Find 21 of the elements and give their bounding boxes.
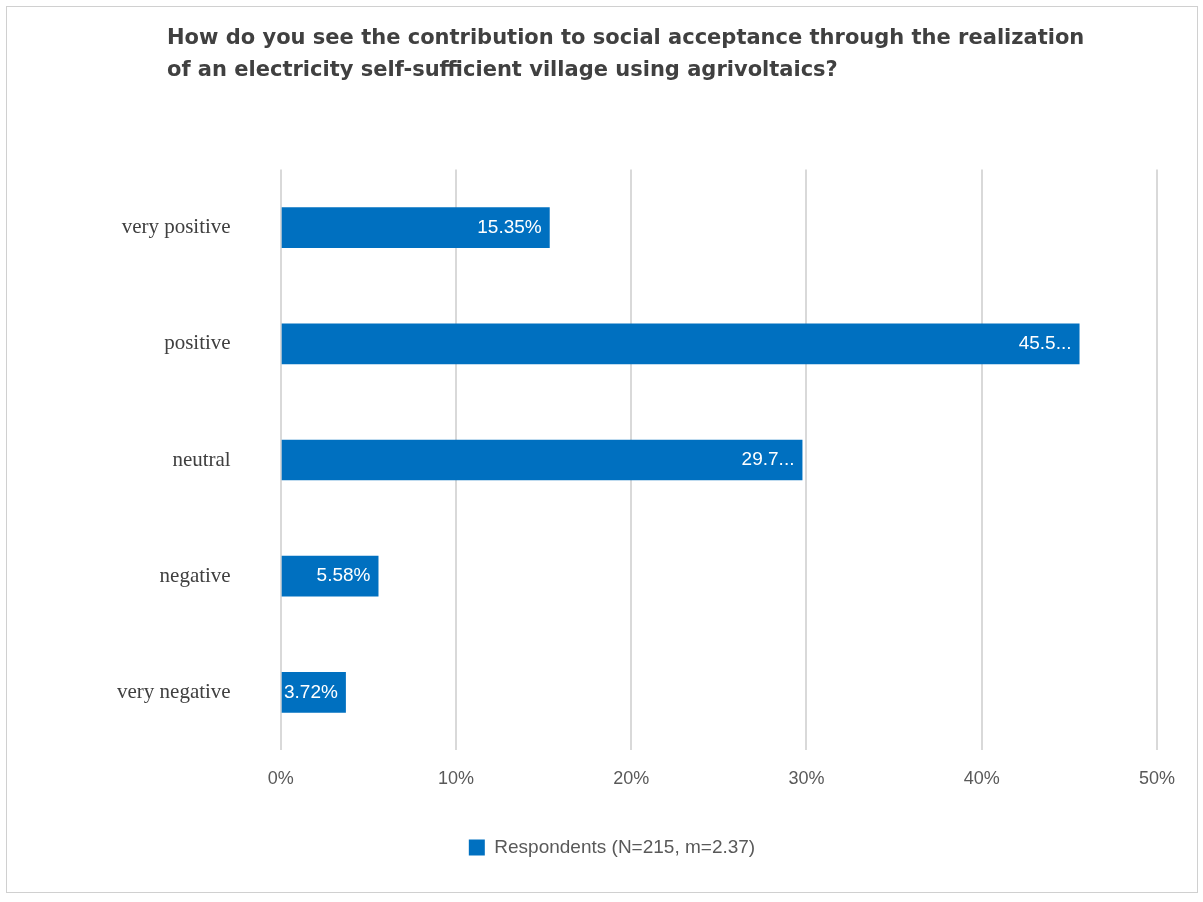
x-tick-label: 0% [267,768,294,789]
y-tick-label: neutral [172,446,231,471]
x-tick-label: 40% [963,768,1000,789]
data-label: 45.5... [1018,332,1072,354]
data-label: 15.35% [477,215,542,237]
y-tick-label: negative [159,562,231,587]
x-tick-label: 20% [613,768,650,789]
y-tick-label: very positive [121,214,231,239]
x-tick-label: 10% [437,768,474,789]
chart-title: How do you see the contribution to social acceptance through the realization of an electricity self-sufficient village using agrivoltaics? [167,24,1086,83]
data-label: 29.7... [741,448,795,470]
legend-label: Respondents (N=215, m=2.37) [494,835,756,857]
data-label: 5.58% [316,564,371,586]
y-tick-label: very negative [116,678,231,703]
x-tick-label: 30% [788,768,825,789]
bar [281,439,803,481]
data-label: 3.72% [284,680,338,702]
bar [281,323,1080,365]
y-tick-label: positive [164,330,231,355]
bar [281,207,550,249]
x-tick-label: 50% [1138,768,1176,789]
